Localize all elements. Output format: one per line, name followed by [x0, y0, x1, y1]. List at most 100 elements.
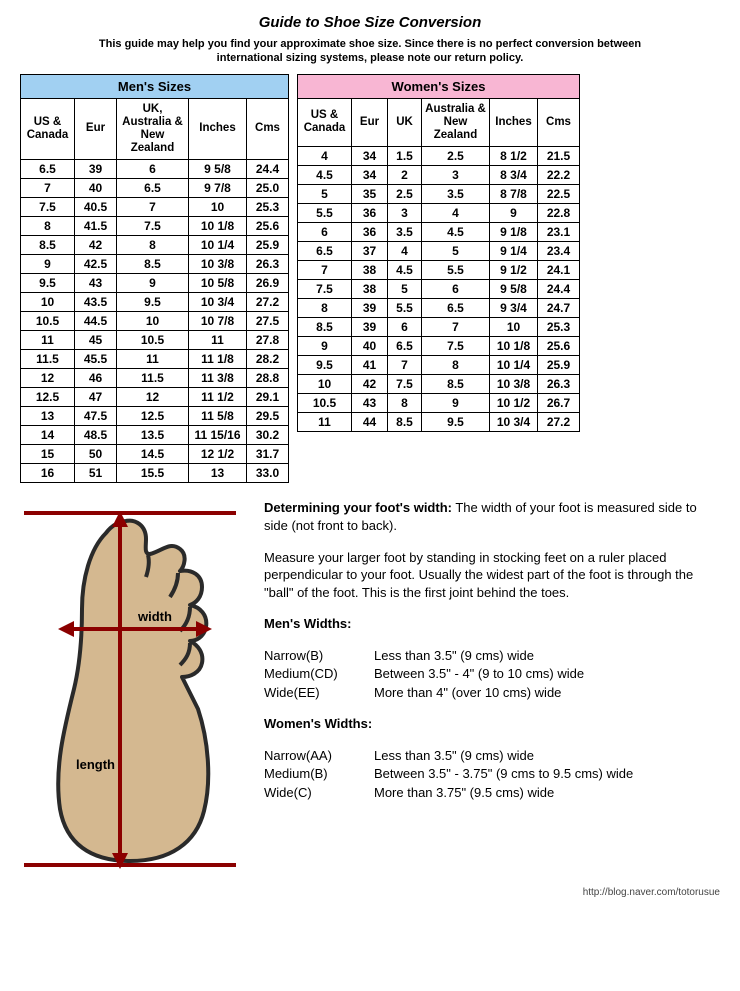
table-cell: 7.5 [388, 375, 422, 394]
table-cell: 25.0 [247, 179, 289, 198]
table-row: 6.53969 5/824.4 [21, 160, 289, 179]
table-cell: 22.8 [538, 204, 580, 223]
table-header: Women's Sizes [298, 74, 580, 98]
womens-widths-heading: Women's Widths: [264, 715, 720, 733]
table-cell: 5 [298, 185, 352, 204]
table-cell: 9 1/8 [490, 223, 538, 242]
table-cell: 6.5 [388, 337, 422, 356]
width-row: Medium(B)Between 3.5" - 3.75" (9 cms to … [264, 765, 720, 783]
table-cell: 11 1/8 [189, 350, 247, 369]
table-cell: 40 [75, 179, 117, 198]
table-cell: 23.4 [538, 242, 580, 261]
table-cell: 16 [21, 464, 75, 483]
table-cell: 11.5 [21, 350, 75, 369]
table-cell: 12.5 [21, 388, 75, 407]
table-cell: 9 7/8 [189, 179, 247, 198]
table-cell: 15.5 [117, 464, 189, 483]
table-cell: 4 [388, 242, 422, 261]
table-row: 5.53634922.8 [298, 204, 580, 223]
table-cell: 3 [388, 204, 422, 223]
width-row-desc: Less than 3.5" (9 cms) wide [374, 647, 534, 665]
table-cell: 7 [422, 318, 490, 337]
table-cell: 9 3/4 [490, 299, 538, 318]
table-cell: 10 3/8 [189, 255, 247, 274]
table-row: 165115.51333.0 [21, 464, 289, 483]
table-cell: 9 1/2 [490, 261, 538, 280]
table-cell: 27.2 [247, 293, 289, 312]
table-row: 1347.512.511 5/829.5 [21, 407, 289, 426]
column-header: Inches [189, 98, 247, 160]
table-cell: 45.5 [75, 350, 117, 369]
width-row: Wide(C)More than 3.75" (9.5 cms) wide [264, 784, 720, 802]
table-cell: 40 [352, 337, 388, 356]
table-cell: 11 3/8 [189, 369, 247, 388]
table-cell: 11 1/2 [189, 388, 247, 407]
table-cell: 10 1/8 [189, 217, 247, 236]
column-header: Eur [352, 98, 388, 147]
table-row: 942.58.510 3/826.3 [21, 255, 289, 274]
table-cell: 24.7 [538, 299, 580, 318]
table-cell: 50 [75, 445, 117, 464]
table-cell: 15 [21, 445, 75, 464]
table-cell: 23.1 [538, 223, 580, 242]
table-cell: 22.2 [538, 166, 580, 185]
mens-widths-list: Narrow(B)Less than 3.5" (9 cms) wideMedi… [264, 647, 720, 702]
lower-section: width length Determining your foot's wid… [20, 499, 720, 879]
table-cell: 9 [422, 394, 490, 413]
table-cell: 6.5 [117, 179, 189, 198]
table-cell: 36 [352, 223, 388, 242]
table-cell: 9 [21, 255, 75, 274]
width-heading-para: Determining your foot's width: The width… [264, 499, 720, 534]
width-row-desc: Between 3.5" - 4" (9 to 10 cms) wide [374, 665, 584, 683]
table-cell: 11 [117, 350, 189, 369]
width-para2: Measure your larger foot by standing in … [264, 549, 720, 602]
table-cell: 4 [422, 204, 490, 223]
table-cell: 43 [352, 394, 388, 413]
table-row: 12.5471211 1/229.1 [21, 388, 289, 407]
table-cell: 12 1/2 [189, 445, 247, 464]
table-cell: 36 [352, 204, 388, 223]
width-row-label: Medium(CD) [264, 665, 374, 683]
table-cell: 10.5 [298, 394, 352, 413]
table-cell: 30.2 [247, 426, 289, 445]
table-cell: 4 [298, 147, 352, 166]
table-cell: 3.5 [422, 185, 490, 204]
width-label: width [137, 609, 172, 624]
table-cell: 12 [21, 369, 75, 388]
table-cell: 6.5 [422, 299, 490, 318]
table-header: Men's Sizes [21, 74, 289, 98]
table-cell: 10.5 [21, 312, 75, 331]
width-text-column: Determining your foot's width: The width… [264, 499, 720, 879]
page-title: Guide to Shoe Size Conversion [20, 14, 720, 31]
table-cell: 31.7 [247, 445, 289, 464]
table-cell: 7.5 [298, 280, 352, 299]
table-cell: 10.5 [117, 331, 189, 350]
table-cell: 7 [298, 261, 352, 280]
table-cell: 7.5 [422, 337, 490, 356]
table-row: 8.542810 1/425.9 [21, 236, 289, 255]
table-cell: 7 [21, 179, 75, 198]
table-cell: 25.3 [247, 198, 289, 217]
table-cell: 5 [422, 242, 490, 261]
table-cell: 6 [422, 280, 490, 299]
table-cell: 9 5/8 [490, 280, 538, 299]
column-header: Cms [247, 98, 289, 160]
width-row-label: Wide(EE) [264, 684, 374, 702]
table-row: 6363.54.59 1/823.1 [298, 223, 580, 242]
table-row: 5352.53.58 7/822.5 [298, 185, 580, 204]
table-row: 11448.59.510 3/427.2 [298, 413, 580, 432]
table-cell: 7.5 [117, 217, 189, 236]
table-row: 7384.55.59 1/224.1 [298, 261, 580, 280]
table-row: 10427.58.510 3/826.3 [298, 375, 580, 394]
width-row: Wide(EE)More than 4" (over 10 cms) wide [264, 684, 720, 702]
table-cell: 4.5 [422, 223, 490, 242]
table-cell: 46 [75, 369, 117, 388]
table-cell: 6 [117, 160, 189, 179]
table-cell: 22.5 [538, 185, 580, 204]
table-cell: 2.5 [388, 185, 422, 204]
table-cell: 9 1/4 [490, 242, 538, 261]
table-cell: 7.5 [21, 198, 75, 217]
table-cell: 48.5 [75, 426, 117, 445]
table-cell: 3.5 [388, 223, 422, 242]
table-cell: 4.5 [298, 166, 352, 185]
